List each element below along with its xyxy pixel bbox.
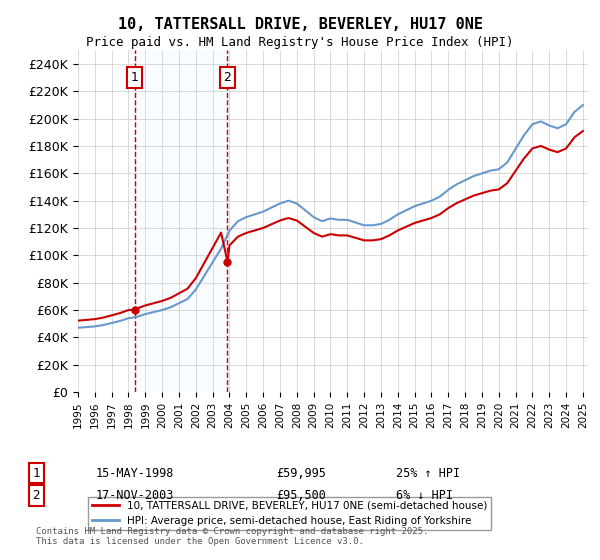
Text: Contains HM Land Registry data © Crown copyright and database right 2025.
This d: Contains HM Land Registry data © Crown c…: [36, 526, 428, 546]
Text: 17-NOV-2003: 17-NOV-2003: [96, 489, 175, 502]
Bar: [135, 50, 227, 392]
Legend: 10, TATTERSALL DRIVE, BEVERLEY, HU17 0NE (semi-detached house), HPI: Average pri: 10, TATTERSALL DRIVE, BEVERLEY, HU17 0NE…: [88, 497, 491, 530]
Text: 2: 2: [32, 489, 40, 502]
Text: £59,995: £59,995: [276, 466, 326, 480]
Text: 25% ↑ HPI: 25% ↑ HPI: [396, 466, 460, 480]
Text: 10, TATTERSALL DRIVE, BEVERLEY, HU17 0NE: 10, TATTERSALL DRIVE, BEVERLEY, HU17 0NE: [118, 17, 482, 32]
Text: 15-MAY-1998: 15-MAY-1998: [96, 466, 175, 480]
Text: 1: 1: [32, 466, 40, 480]
Text: 6% ↓ HPI: 6% ↓ HPI: [396, 489, 453, 502]
Text: 1: 1: [131, 71, 139, 84]
Text: Price paid vs. HM Land Registry's House Price Index (HPI): Price paid vs. HM Land Registry's House …: [86, 36, 514, 49]
Text: 2: 2: [224, 71, 232, 84]
Text: £95,500: £95,500: [276, 489, 326, 502]
